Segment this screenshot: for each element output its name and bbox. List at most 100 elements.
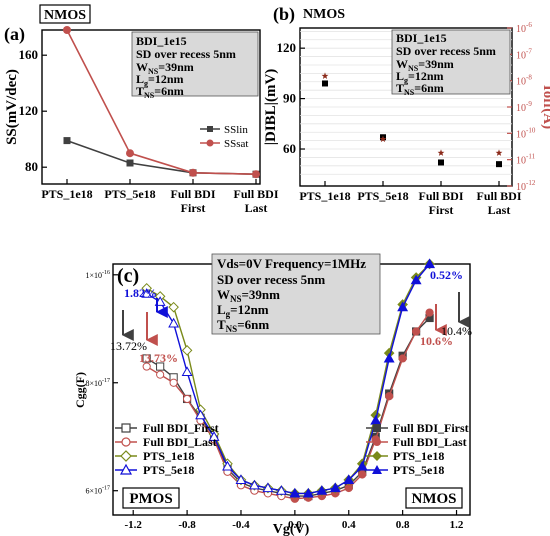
panel-c-point-pts-5e18 — [141, 288, 153, 298]
panel-c-pct-left-red: 13.73% — [139, 351, 178, 365]
panel-a-series-line-sssat — [66, 29, 257, 175]
panel-c-plot: -1.2 -0.8 -0.4 0.0 0.4 0.8 1.2 6×10-17 8×10-17 1×… — [85, 258, 464, 531]
panel-c-point-pts-5e18 — [289, 487, 301, 498]
panel-a-legend-sslin: SSlin — [224, 124, 248, 136]
panel-c-pmos-box — [122, 487, 180, 509]
panel-c-point-pts-5e18 — [195, 409, 207, 420]
panel-b-xtick-label: Full BDI — [476, 189, 521, 203]
panel-a-point-sssat — [252, 170, 260, 179]
panel-c-pct-left-gray: 13.72% — [110, 339, 147, 353]
panel-c: -1.2 -0.8 -0.4 0.0 0.4 0.8 1.2 6×10-17 8×10-17 1×… — [73, 253, 472, 536]
panel-b-y2tick-label: 10-6 — [516, 21, 532, 35]
panel-a-point-sssat — [189, 168, 197, 177]
legend-left-text-3: PTS_5e18 — [143, 463, 194, 477]
panel-b-annot-lg: Lg=12nm — [396, 69, 444, 85]
panel-b-annotation-box — [391, 29, 511, 95]
panel-c-point-pts-5e18 — [168, 317, 180, 328]
panel-a-point-sslin — [63, 137, 71, 145]
panel-b-point-dibl — [322, 80, 328, 87]
panel-a-annot-wns: WNS=39nm — [136, 60, 194, 76]
panel-a-legend: SSlin SSsat — [200, 124, 248, 150]
panel-b-ytick-label: 90 — [283, 91, 296, 106]
panel-c-point-pts-5e18 — [235, 474, 247, 485]
panel-b-point-dibl — [438, 159, 444, 166]
panel-a-legend-sssat: SSsat — [224, 138, 248, 150]
panel-b-annotation: BDI_1e15 SD over recess 5nm WNS=39nm Lg=… — [391, 29, 511, 97]
panel-c-point-pts-5e18 — [343, 474, 355, 485]
panel-c-point-full-bdi-last — [358, 470, 367, 479]
panel-b-point-ioff — [495, 149, 503, 156]
panel-a-nmos-box — [39, 4, 91, 24]
panel-a-annot-lg: Lg=12nm — [136, 72, 184, 88]
panel-c-pmos-tag: PMOS — [129, 491, 172, 507]
panel-a-ytick-label: 80 — [25, 159, 38, 174]
panel-c-legend-left: Full BDI_First Full BDI_Last PTS_1e18 PT… — [115, 421, 219, 477]
panel-b-point-dibl — [496, 161, 502, 168]
panel-c-point-pts-1e18 — [181, 345, 193, 356]
panel-b-plot: 60 90 120 10-12 10-11 10-10 10-9 10-8 10-7 10-6 PT… — [277, 21, 536, 217]
panel-a-annotation-box — [131, 31, 259, 97]
legend-right-text-2: PTS_1e18 — [393, 449, 444, 463]
panel-a-xtick-label: Full BDI — [233, 187, 278, 201]
panel-a: (a) NMOS 80 120 160 PTS_1e18 PTS_5e18 Full BD… — [4, 4, 279, 215]
panel-c-ytick-label: 1×10-16 — [85, 270, 110, 280]
panel-b-point-ioff — [437, 149, 445, 156]
panel-c-pct-left-blue: 1.82% — [124, 286, 157, 300]
panel-b-y2tick-label: 10-10 — [516, 126, 536, 140]
panel-c-annot-line1: Vds=0V Frequency=1MHz — [217, 256, 366, 271]
panel-a-label: (a) — [4, 24, 25, 45]
panel-c-point-pts-5e18 — [356, 460, 368, 471]
legend-right-marker-3 — [372, 465, 382, 474]
panel-a-legend-marker-sssat — [206, 139, 214, 147]
panel-a-annot-sd: SD over recess 5nm — [136, 47, 236, 61]
panel-a-ylabel: SS(mV/dec) — [4, 69, 20, 145]
panel-c-point-full-bdi-last — [398, 354, 407, 363]
legend-right-marker-0 — [373, 424, 381, 432]
panel-b-xtick-label: First — [429, 203, 454, 217]
legend-left-marker-2 — [120, 450, 132, 462]
legend-left-text-2: PTS_1e18 — [143, 449, 194, 463]
legend-left-marker-3 — [119, 463, 133, 475]
panel-b-xtick-label: PTS_5e18 — [357, 189, 408, 203]
legend-left-marker-0 — [121, 423, 131, 433]
panel-a-xtick-label: Full BDI — [170, 187, 215, 201]
panel-c-annot-tns: TNS=6nm — [217, 317, 269, 334]
panel-c-series-line-full-bdi-last — [146, 312, 431, 500]
panel-a-plot-frame — [41, 29, 261, 185]
legend-left-marker-1 — [121, 437, 131, 447]
panel-b-ylabel-right: Ioff(A) — [540, 85, 550, 129]
panel-a-point-sssat — [63, 26, 71, 34]
legend-left-text-1: Full BDI_Last — [143, 435, 217, 449]
panel-c-xtick-label: 1.2 — [450, 519, 464, 531]
panel-c-point-full-bdi-last — [412, 327, 421, 336]
panel-b-y2tick-label: 10-7 — [516, 47, 532, 61]
panel-c-point-pts-5e18 — [316, 485, 328, 495]
panel-a-xtick-label: First — [181, 201, 206, 215]
panel-c-nmos-tag: NMOS — [412, 491, 457, 507]
panel-a-ytick-label: 120 — [19, 103, 39, 118]
panel-c-annot-wns: WNS=39nm — [217, 287, 280, 304]
panel-c-xtick-label: 0.4 — [342, 519, 356, 531]
panel-c-point-pts-5e18 — [397, 301, 409, 312]
panel-c-pct-right-blue: 0.52% — [430, 268, 463, 282]
panel-c-ytick-label: 8×10-17 — [85, 378, 110, 388]
panel-b-y2tick-label: 10-8 — [516, 74, 532, 88]
panel-a-annotation: BDI_1e15 SD over recess 5nm WNS=39nm Lg=… — [131, 31, 259, 100]
panel-a-xtick-label: PTS_1e18 — [41, 187, 92, 201]
panel-c-point-full-bdi-last — [182, 394, 192, 404]
panel-c-point-full-bdi-last — [425, 308, 434, 317]
panel-c-series-line-full-bdi-first — [146, 317, 431, 497]
panel-c-xtick-label: -0.4 — [232, 519, 250, 531]
panel-c-point-pts-5e18 — [302, 487, 314, 498]
panel-c-xtick-label: -0.8 — [178, 519, 196, 531]
panel-b-xtick-label: Last — [488, 203, 511, 217]
panel-c-xtick-label: 0.8 — [396, 519, 410, 531]
panel-c-legend-right: Full BDI_First Full BDI_Last PTS_1e18 PT… — [366, 421, 469, 477]
panel-c-xlabel: Vg(V) — [273, 522, 310, 536]
panel-c-point-pts-1e18 — [168, 301, 179, 313]
panel-b-ylabel: |DIBL|(mV) — [263, 69, 279, 146]
panel-b-annot-sd: SD over recess 5nm — [396, 44, 496, 58]
panel-c-point-pts-5e18 — [424, 258, 436, 269]
